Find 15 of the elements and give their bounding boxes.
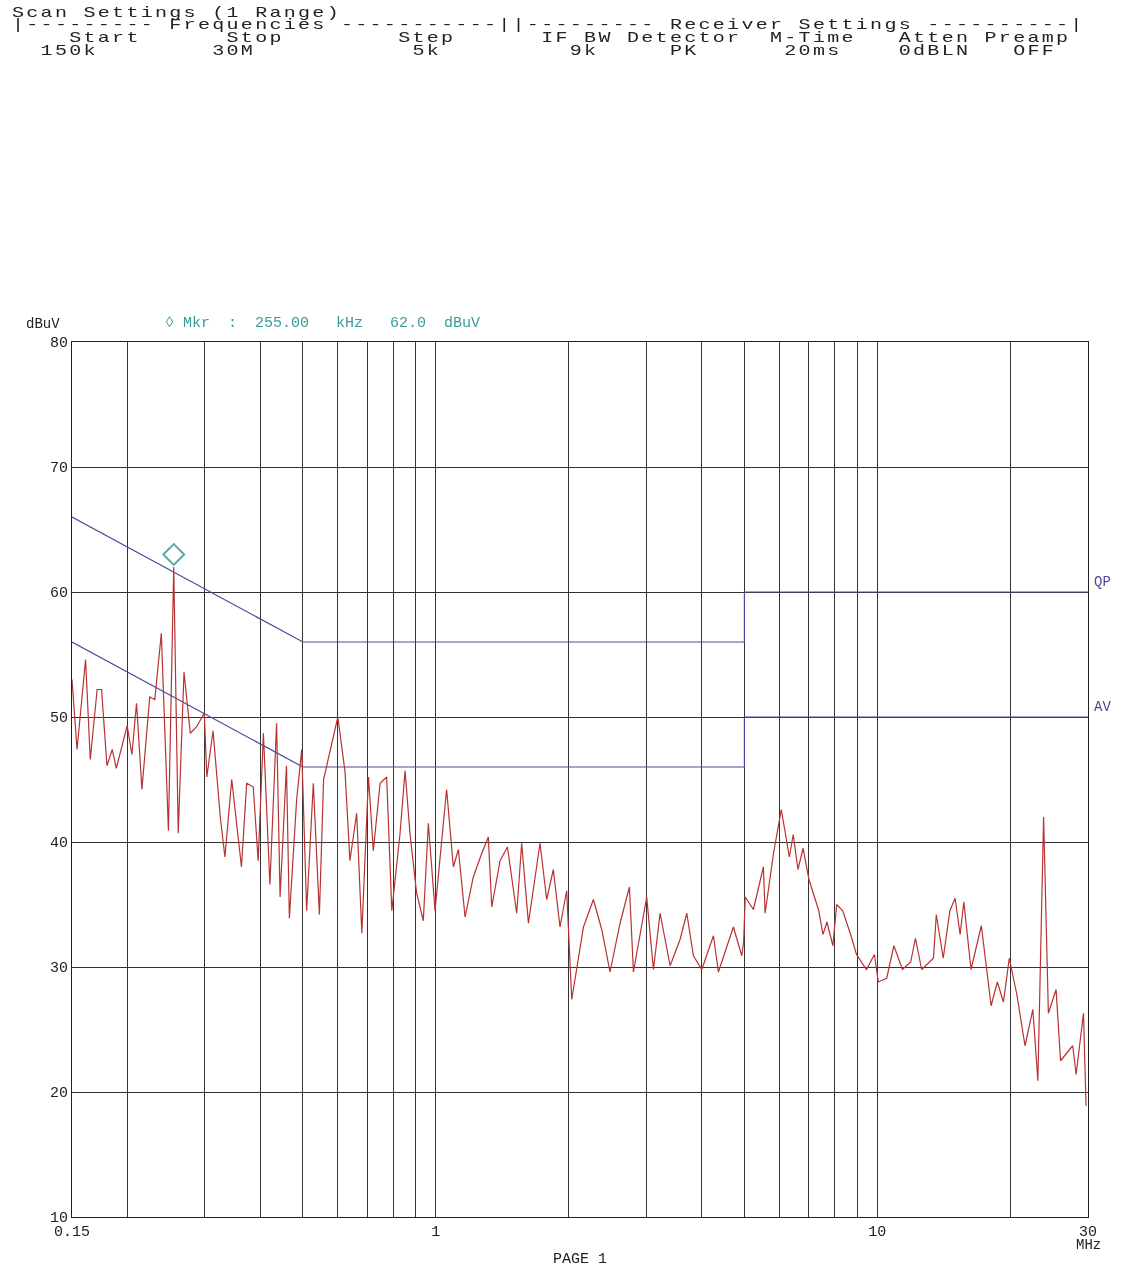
y-tick-label: 80: [49, 335, 68, 353]
y-tick-label: 30: [49, 960, 68, 978]
y-tick-label: 70: [49, 460, 68, 478]
series-label: QP: [1094, 574, 1111, 590]
text: ◊ Mkr : 255.00 kHz 62.0 dBuV: [165, 315, 481, 332]
series-label: AV: [1094, 699, 1112, 715]
y-tick-label: 20: [49, 1085, 68, 1103]
x-tick-label: 1: [431, 1224, 441, 1242]
y-tick-label: 50: [49, 710, 68, 728]
x-tick-label: 10: [868, 1224, 887, 1242]
x-tick-label: 0.15: [53, 1224, 91, 1242]
y-axis-title: dBuV: [26, 316, 61, 332]
text: PAGE 1: [553, 1251, 608, 1268]
y-tick-label: 60: [49, 585, 68, 603]
y-tick-label: 40: [49, 835, 68, 853]
